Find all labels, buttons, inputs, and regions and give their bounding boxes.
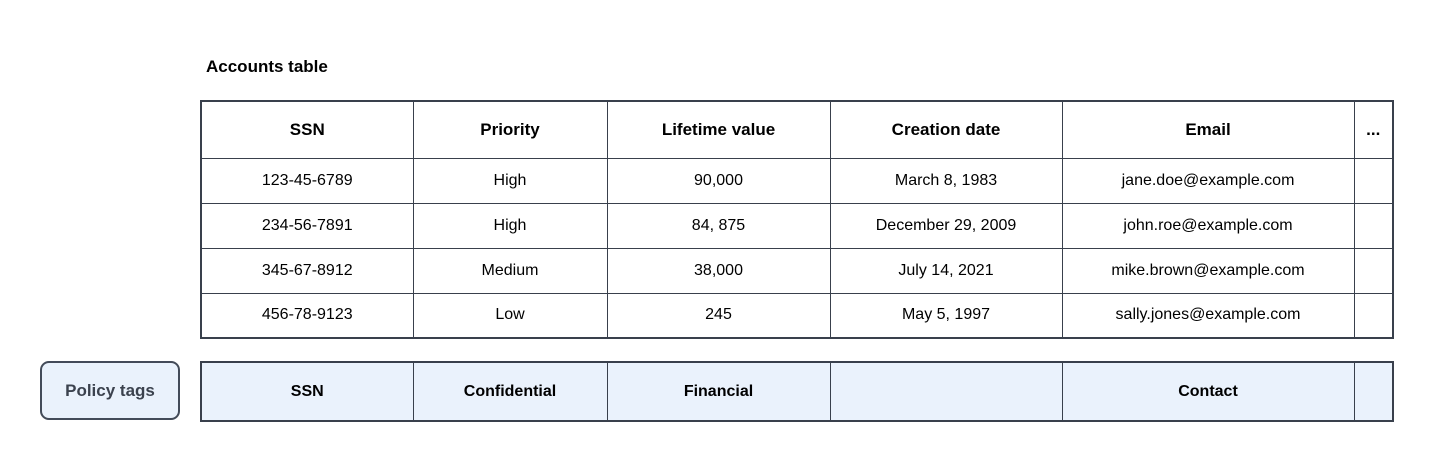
table-row: 123-45-6789 High 90,000 March 8, 1983 ja… <box>200 157 1394 204</box>
cell-creation-date: July 14, 2021 <box>829 247 1063 294</box>
column-header-lifetime-value: Lifetime value <box>606 100 831 159</box>
table-row: 345-67-8912 Medium 38,000 July 14, 2021 … <box>200 247 1394 294</box>
policy-tag-cells: SSN Confidential Financial Contact <box>200 361 1394 422</box>
policy-tag-ssn: SSN <box>200 361 414 422</box>
cell-creation-date: March 8, 1983 <box>829 157 1063 204</box>
table-row: 234-56-7891 High 84, 875 December 29, 20… <box>200 202 1394 249</box>
header-row: SSN Priority Lifetime value Creation dat… <box>200 100 1394 159</box>
column-header-email: Email <box>1061 100 1355 159</box>
cell-ssn: 345-67-8912 <box>200 247 414 294</box>
column-header-ssn: SSN <box>200 100 414 159</box>
cell-more <box>1353 202 1394 249</box>
cell-email: mike.brown@example.com <box>1061 247 1355 294</box>
cell-lifetime-value: 84, 875 <box>606 202 831 249</box>
cell-ssn: 234-56-7891 <box>200 202 414 249</box>
table-title: Accounts table <box>206 57 328 76</box>
cell-lifetime-value: 38,000 <box>606 247 831 294</box>
policy-tag-contact: Contact <box>1061 361 1355 422</box>
cell-more <box>1353 157 1394 204</box>
cell-priority: Medium <box>412 247 608 294</box>
cell-ssn: 456-78-9123 <box>200 292 414 339</box>
table-row: 456-78-9123 Low 245 May 5, 1997 sally.jo… <box>200 292 1394 339</box>
accounts-table: SSN Priority Lifetime value Creation dat… <box>200 100 1394 339</box>
cell-ssn: 123-45-6789 <box>200 157 414 204</box>
cell-creation-date: May 5, 1997 <box>829 292 1063 339</box>
cell-email: jane.doe@example.com <box>1061 157 1355 204</box>
cell-lifetime-value: 90,000 <box>606 157 831 204</box>
column-header-priority: Priority <box>412 100 608 159</box>
column-header-more: ... <box>1353 100 1394 159</box>
policy-tag-more-empty <box>1353 361 1394 422</box>
cell-more <box>1353 247 1394 294</box>
cell-lifetime-value: 245 <box>606 292 831 339</box>
policy-tag-empty <box>829 361 1063 422</box>
policy-tags-button-label: Policy tags <box>65 380 155 400</box>
policy-tag-financial: Financial <box>606 361 831 422</box>
cell-creation-date: December 29, 2009 <box>829 202 1063 249</box>
cell-priority: High <box>412 202 608 249</box>
policy-tag-confidential: Confidential <box>412 361 608 422</box>
cell-more <box>1353 292 1394 339</box>
policy-tags-row: SSN Confidential Financial Contact <box>200 361 1394 422</box>
cell-email: sally.jones@example.com <box>1061 292 1355 339</box>
cell-priority: Low <box>412 292 608 339</box>
cell-priority: High <box>412 157 608 204</box>
cell-email: john.roe@example.com <box>1061 202 1355 249</box>
column-header-creation-date: Creation date <box>829 100 1063 159</box>
policy-tags-button[interactable]: Policy tags <box>40 361 180 420</box>
